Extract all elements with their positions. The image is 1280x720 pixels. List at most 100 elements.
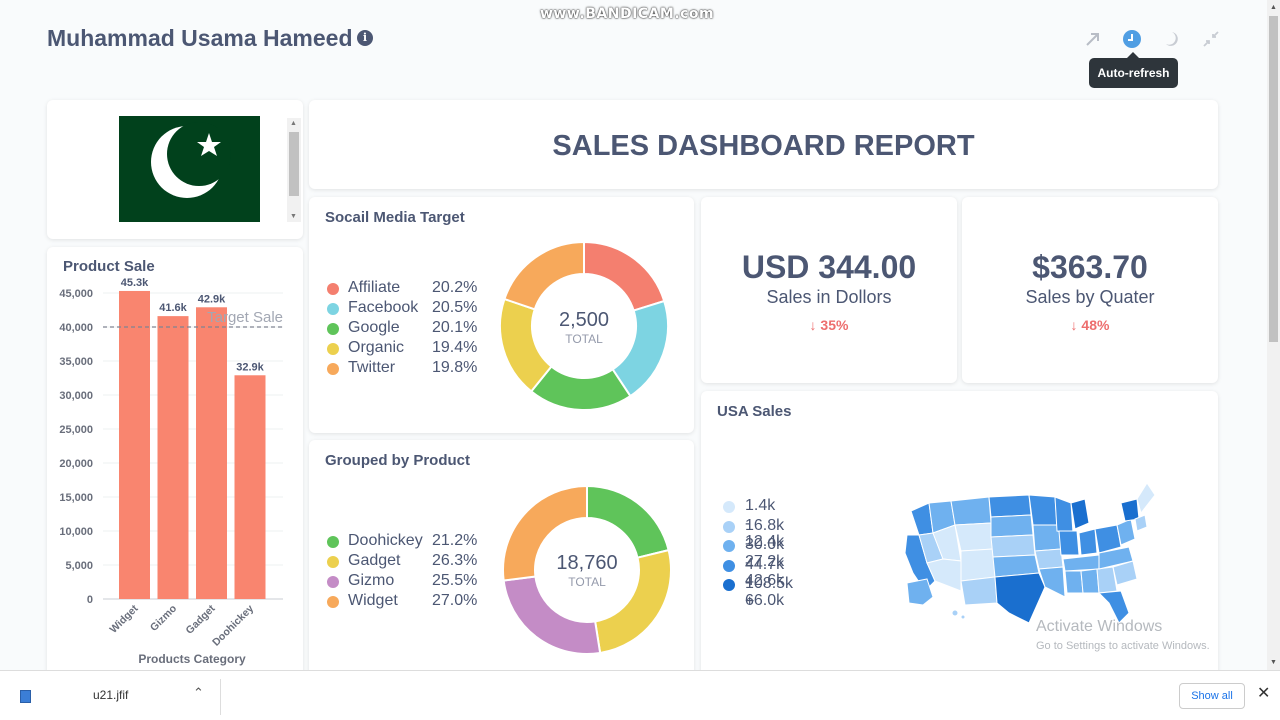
legend-name: Organic — [348, 339, 405, 356]
pakistan-flag-image — [119, 116, 260, 222]
chevron-up-icon[interactable]: ⌃ — [193, 685, 204, 700]
usa-sales-card[interactable]: USA Sales 1.4k - 12.4k 16.8k - 27.2k 30.0k… — [701, 391, 1218, 677]
y-tick-label: 25,000 — [59, 424, 93, 436]
legend-dot — [327, 303, 339, 315]
activate-windows-text: Activate Windows — [1036, 618, 1163, 635]
legend-range-label: 16.8k - 27.2k — [745, 516, 785, 570]
legend-dot — [723, 540, 735, 552]
x-tick-label: Gadget — [184, 602, 218, 636]
legend-range-label: 44.7k - 66.0k — [745, 555, 785, 609]
divider — [220, 679, 221, 715]
goal-label: Target Sale — [207, 309, 283, 326]
legend-range-label: 1.4k - 12.4k — [745, 497, 785, 550]
legend-percent: 20.2% — [432, 279, 478, 296]
scroll-down-arrow-icon[interactable]: ▼ — [1270, 659, 1277, 666]
usa-sales-title: USA Sales — [717, 403, 792, 420]
fullscreen-exit-icon[interactable] — [1200, 28, 1222, 50]
x-tick-label: Gizmo — [148, 603, 179, 634]
product-sale-card[interactable]: Product Sale 0 5,000 10,000 15,000 20,000 25,… — [47, 247, 303, 677]
legend-dot — [327, 363, 339, 375]
legend-name: Twitter — [348, 359, 396, 376]
legend-dot — [723, 501, 735, 513]
scroll-up-arrow-icon[interactable]: ▲ — [1270, 4, 1277, 11]
legend-dot — [327, 323, 339, 335]
show-all-button[interactable]: Show all — [1179, 683, 1245, 709]
y-tick-label: 5,000 — [65, 560, 93, 572]
activate-windows-subtext: Go to Settings to activate Windows. — [1036, 640, 1210, 652]
scroll-up-arrow-icon[interactable]: ▲ — [290, 120, 297, 127]
legend-percent: 21.2% — [432, 532, 478, 549]
page-scroll-thumb[interactable] — [1269, 16, 1278, 342]
legend-dot — [327, 556, 339, 568]
x-axis-title: Products Category — [138, 652, 246, 666]
kpi-label: Sales by Quater — [1025, 287, 1155, 307]
info-icon[interactable]: i — [357, 30, 373, 46]
legend-percent: 19.4% — [432, 339, 478, 356]
sales-by-quarter-card[interactable]: $363.70 Sales by Quater ↓ 48% — [962, 197, 1218, 383]
bandicam-watermark: www.BANDICAM.com — [540, 6, 715, 22]
bar[interactable] — [119, 290, 150, 599]
donut-slice[interactable] — [503, 241, 585, 311]
y-tick-label: 0 — [87, 594, 93, 606]
scroll-down-arrow-icon[interactable]: ▼ — [290, 213, 297, 220]
bar-data-label: 42.9k — [198, 293, 226, 305]
kpi-value: USD 344.00 — [741, 249, 917, 285]
bar[interactable] — [234, 375, 266, 599]
night-mode-moon-icon[interactable] — [1160, 28, 1182, 50]
bar-data-label: 45.3k — [121, 277, 149, 289]
flag-card — [47, 100, 303, 239]
auto-refresh-tooltip: Auto-refresh — [1089, 52, 1178, 88]
grouped-by-product-card[interactable]: Grouped by Product Doohickey 21.2% Gadget 2… — [309, 440, 694, 677]
auto-refresh-clock-icon[interactable] — [1123, 30, 1141, 48]
x-tick-label: Doohickey — [210, 603, 256, 649]
image-file-icon — [20, 690, 31, 703]
sales-in-dollars-card[interactable]: USD 344.00 Sales in Dollors ↓ 35% — [701, 197, 957, 383]
grouped-total: 18,760 TOTAL — [542, 552, 632, 589]
social-media-card[interactable]: Socail Media Target Affiliate 20.2% Facebo… — [309, 197, 694, 433]
legend-percent: 26.3% — [432, 552, 478, 569]
legend-percent: 20.1% — [432, 319, 478, 336]
scroll-thumb[interactable] — [289, 132, 299, 196]
product-sale-title: Product Sale — [63, 258, 155, 275]
bar[interactable] — [196, 307, 227, 599]
legend-dot — [327, 596, 339, 608]
legend-name: Doohickey — [348, 532, 423, 549]
flag-card-scrollbar[interactable]: ▲ ▼ — [287, 118, 301, 222]
legend-dot — [327, 536, 339, 548]
bar[interactable] — [157, 316, 189, 599]
grouped-total-label: TOTAL — [568, 575, 606, 589]
legend-name: Widget — [348, 592, 398, 609]
y-tick-label: 45,000 — [59, 288, 93, 300]
page-scrollbar[interactable]: ▲ ▼ — [1267, 0, 1280, 670]
social-total-label: TOTAL — [565, 332, 603, 346]
legend-percent: 25.5% — [432, 572, 478, 589]
legend-percent: 27.0% — [432, 592, 478, 609]
social-total: 2,500 TOTAL — [539, 309, 629, 346]
kpi-change: ↓ 48% — [1070, 317, 1110, 333]
y-tick-label: 15,000 — [59, 492, 93, 504]
grouped-total-value: 18,760 — [556, 552, 618, 574]
kpi-change: ↓ 35% — [809, 317, 849, 333]
usa-choropleth-map[interactable] — [899, 463, 1159, 633]
legend-name: Facebook — [348, 299, 419, 316]
legend-name: Gizmo — [348, 572, 395, 589]
legend-name: Gadget — [348, 552, 401, 569]
share-arrow-icon[interactable] — [1082, 28, 1104, 50]
y-tick-label: 35,000 — [59, 356, 93, 368]
bar-data-label: 32.9k — [236, 361, 264, 373]
donut-slice[interactable] — [502, 485, 588, 582]
title-banner-card: SALES DASHBOARD REPORT — [309, 100, 1218, 189]
y-tick-label: 10,000 — [59, 526, 93, 538]
legend-name: Affiliate — [348, 279, 401, 296]
banner-title: SALES DASHBOARD REPORT — [552, 130, 975, 162]
social-media-donut — [499, 241, 669, 411]
download-file-name[interactable]: u21.jfif — [93, 688, 129, 702]
donut-slice[interactable] — [586, 485, 670, 559]
close-icon[interactable]: ✕ — [1257, 685, 1271, 702]
donut-slice[interactable] — [583, 241, 666, 312]
kpi-value: $363.70 — [1032, 249, 1148, 285]
bar-data-label: 41.6k — [159, 302, 187, 314]
y-tick-label: 30,000 — [59, 390, 93, 402]
x-tick-label: Widget — [107, 602, 141, 636]
grouped-by-product-donut — [502, 485, 672, 655]
